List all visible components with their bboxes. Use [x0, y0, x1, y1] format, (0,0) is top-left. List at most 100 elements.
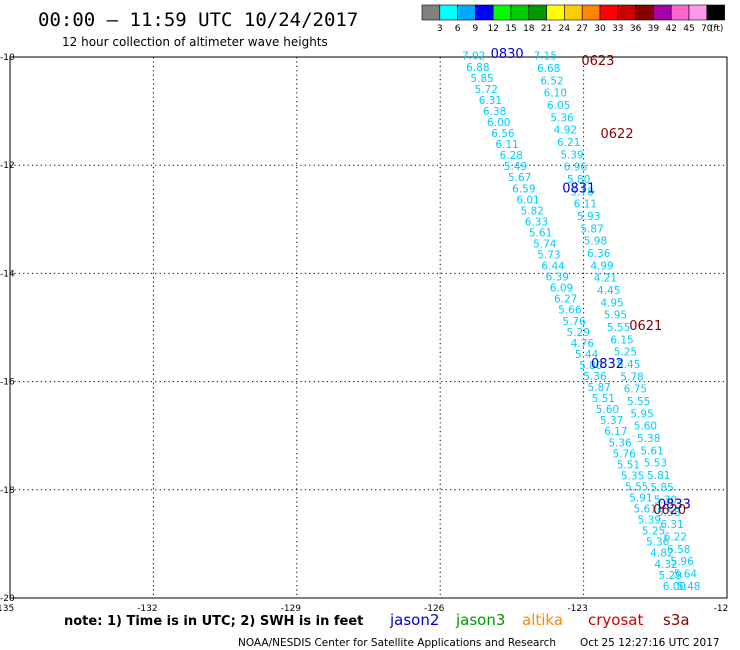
pass-time-label: 0623	[581, 54, 614, 69]
swh-value: 6.05	[547, 100, 570, 112]
legend-label: 30	[594, 24, 606, 34]
swh-value: 5.45	[617, 359, 640, 371]
legend-label: 70	[701, 24, 713, 34]
legend-label: 3	[437, 24, 443, 34]
y-tick-label: -16	[0, 378, 15, 388]
mission-name: s3a	[663, 611, 690, 629]
swh-value: 6.88	[466, 62, 489, 74]
y-tick-label: -10	[0, 53, 15, 63]
swh-value: 6.59	[512, 183, 535, 195]
swh-value: 6.09	[550, 283, 573, 295]
map-frame	[9, 56, 728, 599]
swh-value: 4.95	[600, 297, 623, 309]
swh-value: 6.56	[491, 128, 515, 140]
swh-value: 5.44	[575, 349, 599, 361]
swh-value: 6.31	[660, 519, 683, 531]
swh-value: 4.21	[594, 273, 617, 285]
swh-value: 5.36	[583, 371, 607, 383]
swh-value: 5.64	[674, 569, 698, 581]
swh-value: 5.39	[560, 149, 583, 161]
swh-value: 5.67	[508, 172, 531, 184]
swh-value: 6.17	[604, 426, 627, 438]
swh-value: 5.80	[567, 174, 590, 186]
swh-value: 5.38	[637, 433, 660, 445]
swh-value: 5.39	[638, 515, 661, 527]
swh-value: 5.80	[579, 360, 602, 372]
swh-value: 5.61	[633, 504, 656, 516]
legend-swatch	[581, 4, 601, 21]
swh-value: 5.61	[529, 227, 552, 239]
legend-label: 24	[559, 24, 571, 34]
x-tick-label: -129	[281, 604, 302, 614]
swh-value: 6.11	[574, 199, 597, 211]
legend-swatch	[546, 4, 565, 21]
swh-value: 5.36	[550, 112, 574, 124]
swh-value: 6.01	[516, 194, 539, 206]
swh-value: 5.72	[475, 84, 498, 96]
swh-value: 6.52	[540, 75, 563, 87]
legend-swatch	[510, 4, 530, 21]
legend-swatch	[564, 4, 583, 21]
swh-value: 5.76	[613, 448, 637, 460]
pass-time-label: 0830	[491, 47, 524, 62]
y-tick-label: -20	[0, 594, 15, 604]
swh-value: 6.36	[587, 248, 611, 260]
pass-time-label: 0621	[629, 319, 662, 334]
mission-name: jason3	[455, 611, 505, 629]
legend-swatch	[706, 4, 725, 21]
swh-value: 6.68	[537, 63, 560, 75]
swh-value: 5.60	[596, 404, 619, 416]
legend-swatch	[653, 4, 672, 21]
swh-value: 5.95	[630, 408, 653, 420]
swh-value: 5.35	[621, 470, 644, 482]
swh-value: 5.61	[640, 445, 663, 457]
legend-swatch	[475, 4, 494, 21]
swh-value: 5.74	[533, 238, 557, 250]
swh-value: 5.96	[670, 556, 694, 568]
swh-value: 5.29	[567, 327, 590, 339]
swh-value: 5.25	[614, 347, 637, 359]
pass-time-label: 0831	[562, 181, 595, 196]
units-note: note: 1) Time is in UTC; 2) SWH is in fe…	[64, 614, 363, 629]
map-panel: -135 -132 -129 -126 -123 -12 -10 -12 -14 -16 -18 -2…	[0, 47, 728, 614]
swh-value: 4.99	[590, 260, 613, 272]
swh-value: 5.87	[587, 382, 610, 394]
swh-value: 5.48	[677, 581, 700, 593]
swh-value: 6.96	[564, 162, 588, 174]
legend-swatch	[670, 4, 690, 21]
swh-value: 6.58	[667, 544, 690, 556]
swh-value: 6.11	[495, 139, 518, 151]
pass-time-label: 0622	[601, 127, 634, 142]
swh-value: 5.51	[592, 393, 615, 405]
swh-value: 5.95	[604, 310, 627, 322]
x-tick-label: -132	[137, 604, 157, 614]
swh-value: 4.45	[597, 285, 620, 297]
swh-value: 5.58	[657, 507, 680, 519]
swh-value: 6.75	[624, 384, 647, 396]
x-tick-label: -126	[424, 604, 445, 614]
swh-value: 4.82	[650, 548, 673, 560]
swh-value: 7.15	[534, 51, 557, 63]
x-tick-label: -123	[567, 604, 587, 614]
swh-value: 5.66	[558, 305, 582, 317]
swh-value: 6.44	[541, 261, 565, 273]
swh-value: 5.30	[654, 495, 677, 507]
legend-label: 45	[683, 24, 694, 34]
swh-value: 5.98	[584, 236, 607, 248]
satellite-tracks: 7.026.885.855.726.316.386.006.566.116.28…	[462, 51, 700, 593]
y-tick-label: -18	[0, 486, 15, 496]
legend-label: 15	[505, 24, 516, 34]
swh-value: 5.55	[625, 481, 648, 493]
legend-swatch	[635, 4, 654, 21]
swh-value: 6.21	[557, 137, 580, 149]
map-grid	[10, 57, 727, 598]
swh-value: 5.81	[647, 470, 670, 482]
swh-value: 6.22	[664, 532, 687, 544]
swh-value: 6.33	[525, 216, 548, 228]
swh-value: 5.78	[620, 371, 643, 383]
legend-label: 9	[473, 24, 479, 34]
swh-value: 7.02	[462, 51, 485, 63]
swh-value: 5.60	[634, 421, 657, 433]
legend-swatch	[421, 4, 441, 21]
legend-swatch	[439, 4, 458, 21]
